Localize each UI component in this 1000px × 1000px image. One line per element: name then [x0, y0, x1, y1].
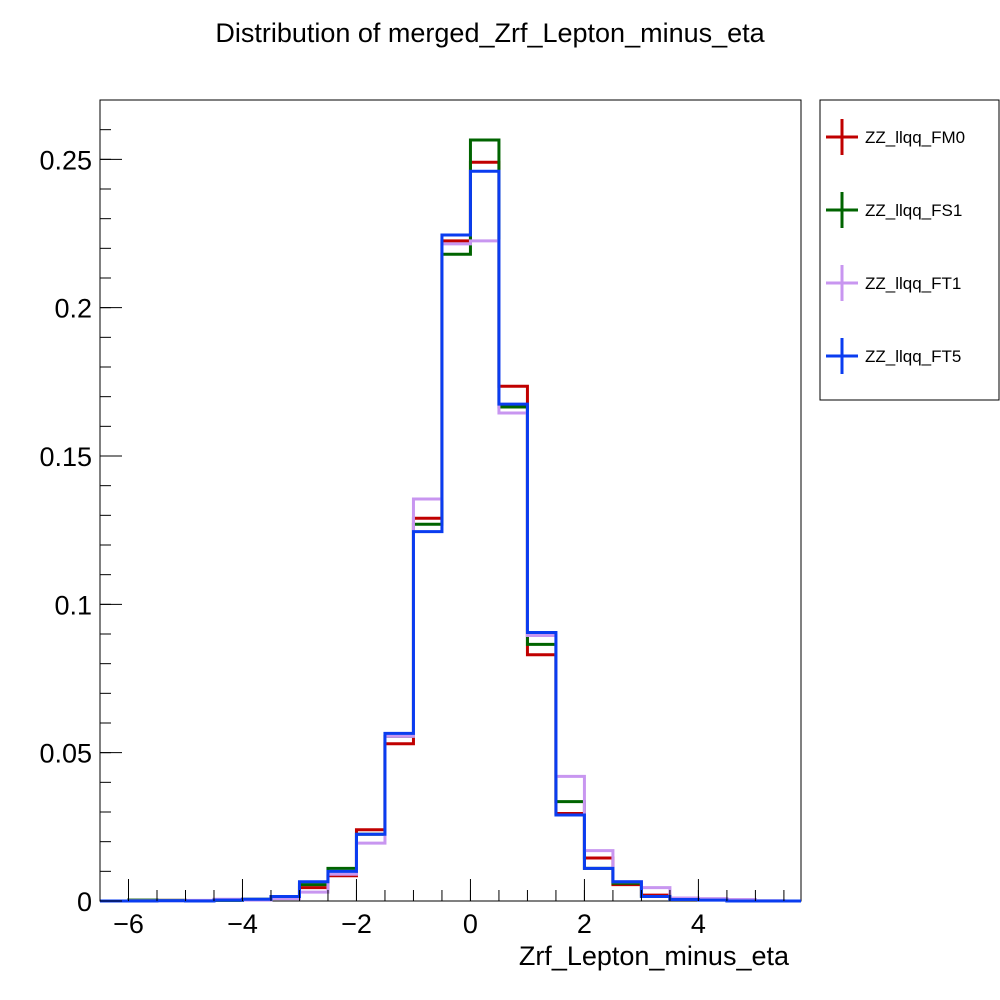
legend: ZZ_llqq_FM0 ZZ_llqq_FS1 ZZ_llqq_FT1 ZZ_llqq…	[826, 119, 965, 374]
legend-item: ZZ_llqq_FS1	[826, 192, 962, 228]
x-tick-label: 4	[691, 909, 706, 939]
x-tick-label: −2	[341, 909, 372, 939]
legend-item: ZZ_llqq_FT1	[826, 265, 961, 301]
x-axis-title: Zrf_Lepton_minus_eta	[519, 941, 790, 971]
y-tick-label: 0.25	[39, 145, 92, 175]
x-tick-label: 2	[577, 909, 592, 939]
plot-frame	[99, 99, 802, 902]
legend-label: ZZ_llqq_FS1	[865, 201, 962, 220]
x-tick-label: −6	[113, 909, 144, 939]
chart-title: Distribution of merged_Zrf_Lepton_minus_…	[215, 18, 765, 48]
x-tick-label: −4	[227, 909, 258, 939]
legend-label: ZZ_llqq_FT1	[865, 274, 961, 293]
x-tick-label: 0	[463, 909, 478, 939]
y-tick-label: 0.2	[54, 294, 92, 324]
legend-item: ZZ_llqq_FM0	[826, 119, 965, 155]
y-tick-label: 0	[77, 887, 92, 917]
legend-label: ZZ_llqq_FM0	[865, 128, 965, 147]
axes-layer: 0 0.05 0.1 0.15 0.2 0.25 −6 −4 −2 0 2 4	[39, 99, 785, 939]
legend-item: ZZ_llqq_FT5	[826, 338, 961, 374]
y-tick-label: 0.05	[39, 739, 92, 769]
y-tick-label: 0.15	[39, 442, 92, 472]
y-tick-label: 0.1	[54, 590, 92, 620]
legend-label: ZZ_llqq_FT5	[865, 347, 961, 366]
legend-box	[819, 99, 1000, 401]
